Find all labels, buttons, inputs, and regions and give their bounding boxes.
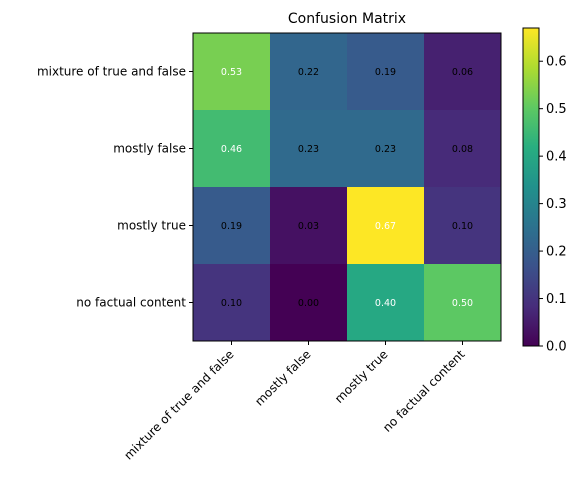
cell-value-label: 0.23 xyxy=(298,144,319,155)
heatmap-cell xyxy=(193,264,270,341)
colorbar-tick-label: 0.6 xyxy=(546,55,567,70)
plot-frame xyxy=(192,32,502,342)
heatmap-cell xyxy=(193,33,270,110)
cell-value-label: 0.46 xyxy=(221,144,242,155)
x-tick-label: mostly false xyxy=(252,347,313,408)
colorbar-tick-label: 0.0 xyxy=(546,340,567,355)
heatmap-cell xyxy=(424,110,501,187)
colorbar-tick-label: 0.1 xyxy=(546,292,567,307)
y-axis-ticks: mixture of true and false mostly false mos… xyxy=(37,65,193,310)
heatmap-cell xyxy=(270,33,347,110)
chart-title: Confusion Matrix xyxy=(288,11,406,27)
cell-value-label: 0.03 xyxy=(298,221,319,232)
heatmap-cell-labels: 0.53 0.22 0.19 0.06 0.46 0.23 0.23 0.08 0.19 0.03… xyxy=(221,67,473,309)
cell-value-label: 0.06 xyxy=(452,67,473,78)
x-axis-ticks: mixture of true and false mostly false mos… xyxy=(121,341,468,463)
y-tick-label: mostly true xyxy=(117,219,186,233)
y-tick-label: no factual content xyxy=(76,296,186,310)
heatmap-cell xyxy=(424,264,501,341)
cell-value-label: 0.10 xyxy=(221,298,242,309)
heatmap-cell xyxy=(270,187,347,264)
heatmap-cell xyxy=(347,187,424,264)
cell-value-label: 0.10 xyxy=(452,221,473,232)
x-tick-label: no factual content xyxy=(380,347,468,435)
heatmap-cell xyxy=(424,33,501,110)
heatmap-cell xyxy=(347,264,424,341)
x-tick-label: mixture of true and false xyxy=(121,347,236,462)
y-tick-label: mostly false xyxy=(113,142,186,156)
colorbar-tick-label: 0.5 xyxy=(546,102,567,117)
colorbar-ticks: 0.0 0.1 0.2 0.3 0.4 0.5 0.6 xyxy=(539,55,567,355)
cell-value-label: 0.50 xyxy=(452,298,473,309)
heatmap-cell xyxy=(270,110,347,187)
cell-value-label: 0.08 xyxy=(452,144,473,155)
cell-value-label: 0.53 xyxy=(221,67,242,78)
heatmap-cell xyxy=(347,33,424,110)
cell-value-label: 0.22 xyxy=(298,67,319,78)
colorbar-tick-label: 0.2 xyxy=(546,245,567,260)
heatmap-cell xyxy=(193,187,270,264)
colorbar xyxy=(522,27,540,347)
heatmap-cell xyxy=(193,110,270,187)
cell-value-label: 0.40 xyxy=(375,298,396,309)
cell-value-label: 0.19 xyxy=(375,67,396,78)
x-tick-label: mostly true xyxy=(332,347,391,406)
heatmap-cell xyxy=(270,264,347,341)
cell-value-label: 0.67 xyxy=(375,221,396,232)
colorbar-tick-label: 0.4 xyxy=(546,150,567,165)
colorbar-tick-label: 0.3 xyxy=(546,197,567,212)
heatmap-cell xyxy=(347,110,424,187)
cell-value-label: 0.19 xyxy=(221,221,242,232)
heatmap-cell xyxy=(424,187,501,264)
cell-value-label: 0.00 xyxy=(298,298,319,309)
y-tick-label: mixture of true and false xyxy=(37,65,186,79)
cell-value-label: 0.23 xyxy=(375,144,396,155)
heatmap-cells xyxy=(193,33,501,341)
